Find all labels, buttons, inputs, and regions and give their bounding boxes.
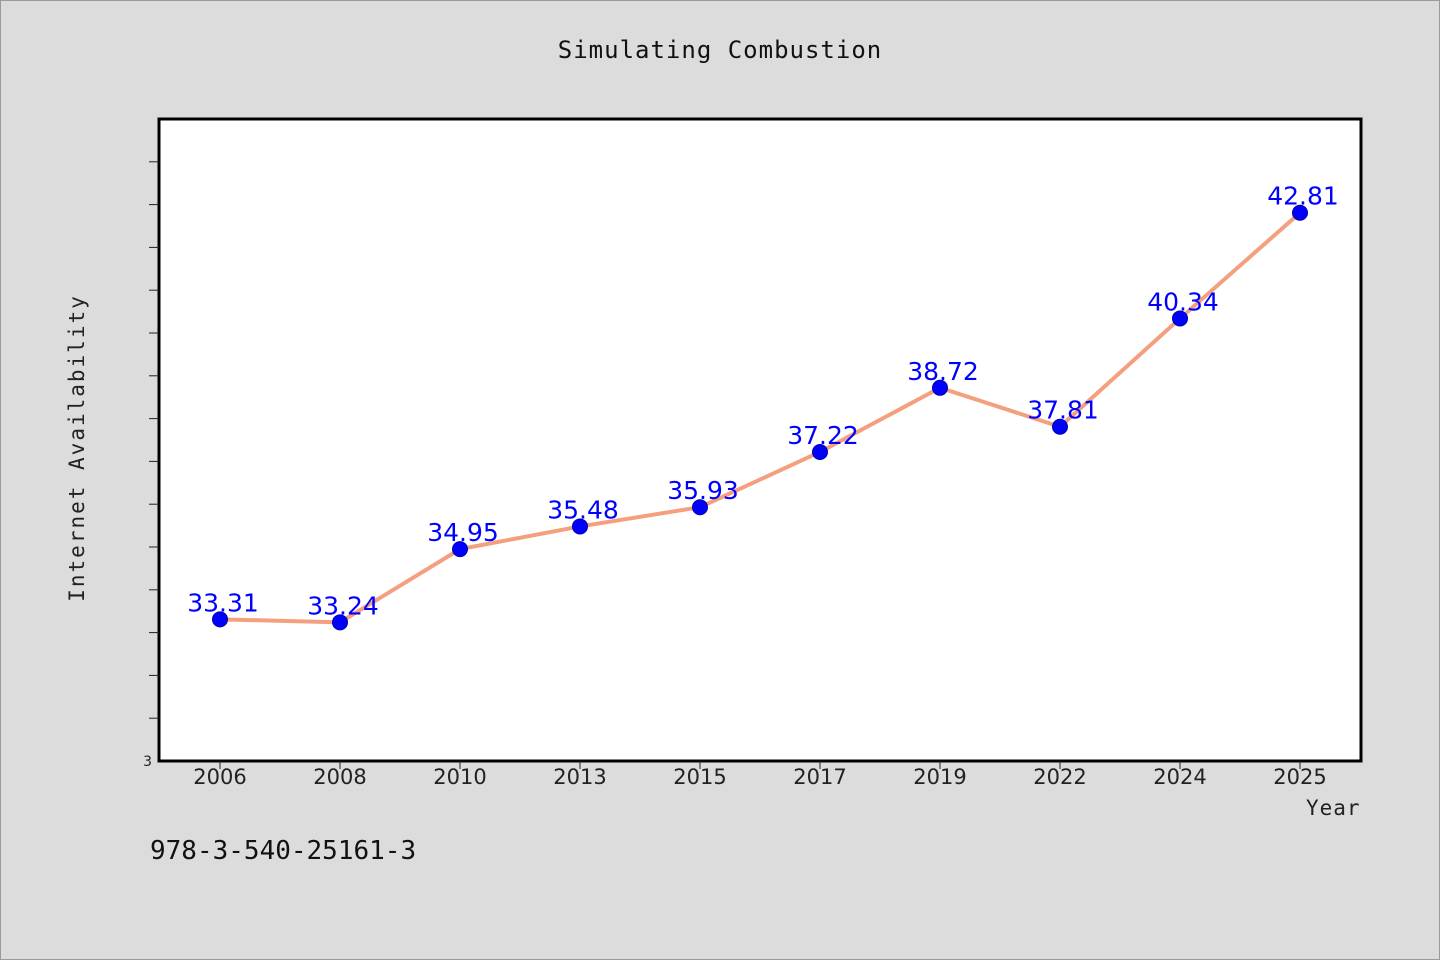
data-point bbox=[572, 518, 588, 535]
data-markers bbox=[212, 204, 1308, 631]
x-tick-label: 2024 bbox=[1153, 765, 1206, 789]
data-label: 40.34 bbox=[1147, 287, 1219, 316]
data-point bbox=[452, 541, 468, 558]
data-label: 37.22 bbox=[787, 421, 859, 450]
footnote-isbn: 978-3-540-25161-3 bbox=[150, 836, 417, 866]
data-point bbox=[212, 611, 228, 628]
data-label: 34.95 bbox=[427, 518, 499, 547]
data-label: 38.72 bbox=[907, 357, 979, 386]
data-point bbox=[692, 499, 708, 516]
x-tick-label: 2010 bbox=[433, 765, 486, 789]
y-axis-ticks: 3 bbox=[143, 161, 159, 770]
x-tick-label: 2025 bbox=[1273, 765, 1326, 789]
chart-title: Simulating Combustion bbox=[557, 36, 883, 64]
x-axis-ticks: 2006 2008 2010 2013 2015 2017 2019 2022 2024 2025 bbox=[193, 761, 1327, 789]
data-label: 35.48 bbox=[547, 495, 619, 524]
data-point bbox=[812, 443, 828, 460]
data-labels: 33.31 33.24 34.95 35.48 35.93 37.22 38.72 37.81… bbox=[187, 182, 1339, 621]
data-label: 35.93 bbox=[667, 476, 739, 505]
data-label: 42.81 bbox=[1267, 182, 1339, 211]
x-axis-label: Year bbox=[1306, 796, 1361, 820]
data-point bbox=[932, 379, 948, 396]
x-tick-label: 2008 bbox=[313, 765, 366, 789]
series-line bbox=[218, 210, 1302, 625]
x-tick-label: 2019 bbox=[913, 765, 966, 789]
x-tick-label: 2017 bbox=[793, 765, 846, 789]
data-label: 33.24 bbox=[307, 591, 379, 620]
data-label: 33.31 bbox=[187, 588, 259, 617]
plot-area bbox=[157, 117, 1363, 763]
data-point bbox=[1172, 310, 1188, 327]
y-tick-label: 3 bbox=[143, 754, 152, 770]
x-tick-label: 2013 bbox=[553, 765, 606, 789]
data-point bbox=[332, 614, 348, 631]
data-label: 37.81 bbox=[1027, 396, 1099, 425]
x-tick-label: 2022 bbox=[1033, 765, 1086, 789]
data-point bbox=[1052, 418, 1068, 435]
data-point bbox=[1292, 204, 1308, 221]
series-lines bbox=[218, 210, 1302, 625]
x-tick-label: 2015 bbox=[673, 765, 726, 789]
x-tick-label: 2006 bbox=[193, 765, 246, 789]
